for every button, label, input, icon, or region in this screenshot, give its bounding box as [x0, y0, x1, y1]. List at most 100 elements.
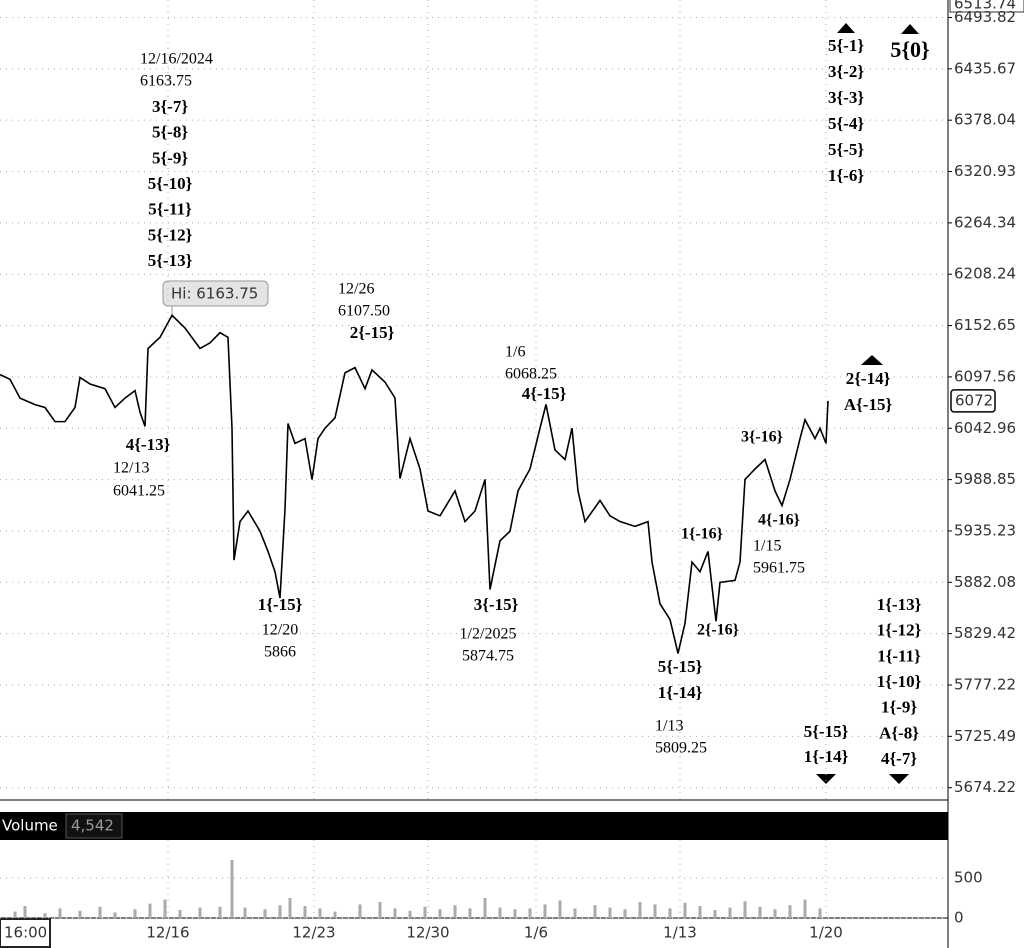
down-arrow: [816, 774, 836, 784]
y-tick-label: 6152.65: [954, 316, 1016, 334]
x-tick-label: 1/20: [809, 924, 843, 942]
volume-bar: [178, 910, 182, 918]
volume-bar: [668, 908, 672, 918]
volume-bar: [243, 907, 247, 918]
volume-bar: [773, 909, 777, 918]
y-tick-label: 6208.24: [954, 265, 1016, 283]
last-price-box: [950, 389, 996, 413]
volume-bar: [423, 906, 427, 918]
volume-bar: [468, 908, 472, 918]
up-arrow: [837, 23, 855, 33]
volume-bar: [303, 906, 307, 918]
volume-bar: [358, 904, 362, 918]
wave-label: 5{-12}: [148, 225, 193, 244]
y-tick-label: 5882.08: [954, 573, 1016, 591]
volume-bar: [818, 908, 822, 918]
volume-bar: [743, 901, 747, 918]
volume-bar: [698, 906, 702, 918]
volume-bar: [608, 907, 612, 918]
volume-bar: [218, 906, 222, 918]
volume-bar: [788, 905, 792, 918]
top-price-box: [949, 0, 1024, 13]
y-tick-label: 6493.82: [954, 8, 1016, 26]
volume-bar: [198, 907, 202, 918]
wave-label: 5866: [264, 644, 296, 661]
wave-label: 1/13: [655, 718, 683, 735]
volume-bar: [483, 898, 487, 918]
wave-label: 1{-12}: [877, 621, 922, 640]
wave-label: 2{-15}: [350, 323, 395, 342]
volume-bar: [408, 910, 412, 918]
wave-label: 5809.25: [655, 740, 707, 757]
price-line: [0, 313, 829, 654]
volume-bar: [728, 907, 732, 918]
volume-bar: [133, 909, 137, 918]
volume-bar: [573, 908, 577, 918]
wave-label: 5{-9}: [152, 148, 188, 167]
volume-bar: [438, 909, 442, 918]
y-tick-label: 5725.49: [954, 727, 1016, 745]
wave-label: 5{-4}: [828, 114, 864, 133]
volume-bar: [230, 860, 234, 918]
wave-label: 4{-15}: [522, 384, 567, 403]
wave-label: 5{-11}: [148, 200, 192, 219]
y-tick-label: 6097.56: [954, 367, 1016, 385]
volume-bar: [163, 899, 167, 918]
volume-bar: [98, 906, 102, 918]
y-tick-label: 6320.93: [954, 162, 1016, 180]
time-box: [0, 918, 51, 948]
volume-bar: [378, 902, 382, 918]
wave-label: 12/13: [113, 460, 149, 477]
wave-label: 3{-3}: [828, 88, 864, 107]
wave-label: 5961.75: [753, 560, 805, 577]
volume-bar: [653, 904, 657, 918]
x-tick-label: 1/13: [663, 924, 697, 942]
y-tick-label: 5988.85: [954, 470, 1016, 488]
volume-bar: [623, 909, 627, 918]
wave-label: 1{-14}: [804, 747, 849, 766]
volume-bar: [393, 908, 397, 918]
volume-bar: [58, 908, 62, 918]
volume-bar: [558, 900, 562, 918]
volume-bar: [13, 911, 17, 918]
volume-bar: [593, 905, 597, 918]
x-tick-label: 1/6: [524, 924, 548, 942]
y-tick-label: 500: [954, 869, 983, 887]
volume-bar: [333, 911, 337, 918]
wave-label: 1{-6}: [828, 166, 864, 185]
wave-label: 3{-7}: [152, 97, 188, 116]
volume-header: [0, 812, 948, 840]
wave-label: 4{-13}: [126, 435, 171, 454]
volume-bar: [263, 909, 267, 918]
volume-bar: [528, 908, 532, 918]
wave-label: 5{-8}: [152, 123, 188, 142]
y-tick-label: 6042.96: [954, 419, 1016, 437]
volume-bar: [683, 902, 687, 918]
wave-label: 1{-11}: [877, 646, 921, 665]
y-tick-label: 5829.42: [954, 624, 1016, 642]
wave-label: A{-15}: [844, 395, 893, 414]
wave-label: 1{-14}: [658, 683, 703, 702]
wave-label: 6107.50: [338, 303, 390, 320]
wave-label: 6068.25: [505, 366, 557, 383]
volume-bar: [638, 902, 642, 918]
volume-reading-box: [65, 813, 123, 839]
y-tick-label: 5777.22: [954, 675, 1016, 693]
wave-label: 6163.75: [140, 73, 192, 90]
time-label: 16:00: [4, 924, 47, 942]
wave-label: 5{-5}: [828, 140, 864, 159]
x-tick-label: 12/30: [406, 924, 449, 942]
wave-label: 1{-9}: [881, 698, 917, 717]
volume-bar: [758, 906, 762, 918]
wave-label: 5{-13}: [148, 251, 193, 270]
wave-label: 12/20: [262, 622, 298, 639]
wave-label: 3{-15}: [474, 595, 519, 614]
wave-label: 5{0}: [890, 37, 929, 62]
volume-bar: [148, 903, 152, 918]
top-price: 6513.74: [954, 0, 1016, 13]
wave-label: 1{-15}: [258, 595, 303, 614]
wave-label: 1{-10}: [877, 672, 922, 691]
y-tick-label: 6435.67: [954, 59, 1016, 77]
